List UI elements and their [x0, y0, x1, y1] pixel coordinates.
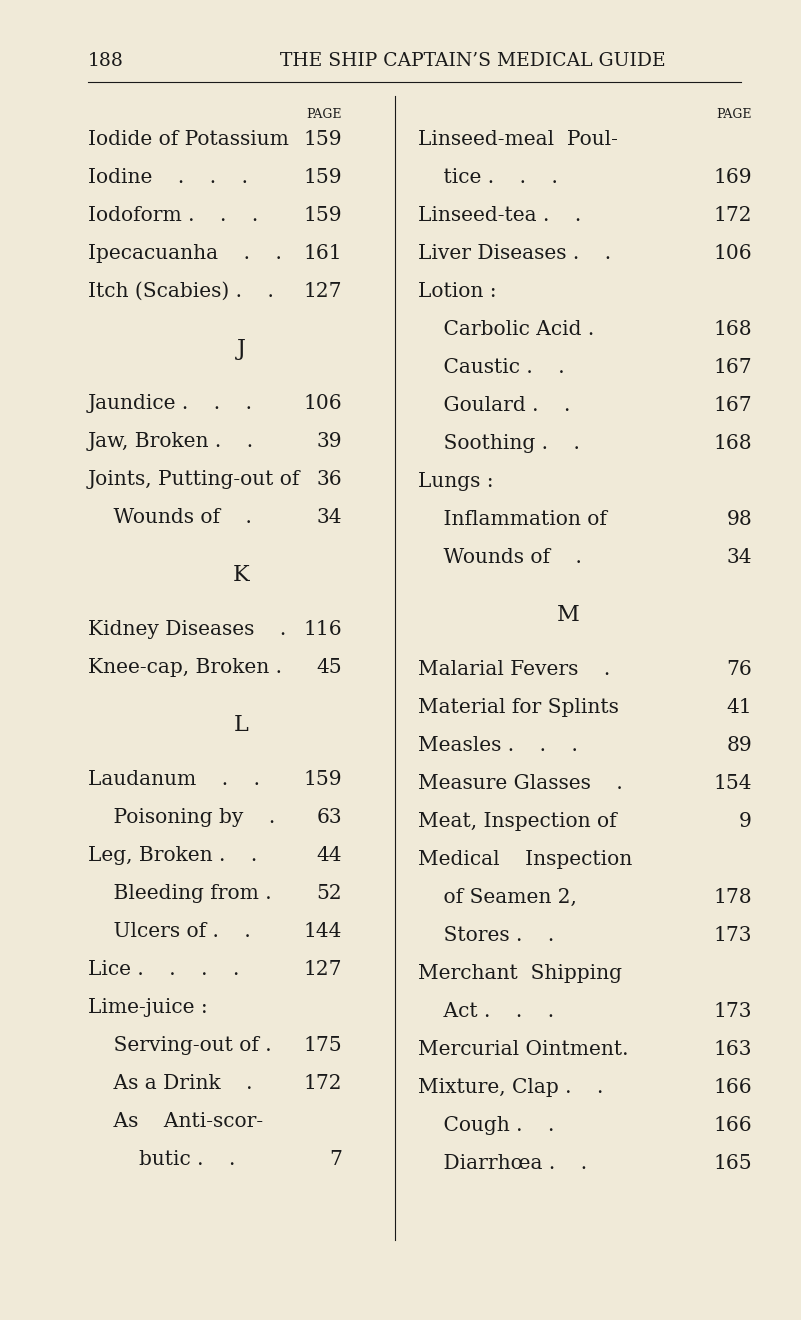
- Text: Linseed-meal  Poul-: Linseed-meal Poul-: [418, 129, 618, 149]
- Text: tice .    .    .: tice . . .: [418, 168, 557, 187]
- Text: 167: 167: [714, 358, 752, 378]
- Text: Carbolic Acid .: Carbolic Acid .: [418, 319, 594, 339]
- Text: 168: 168: [714, 434, 752, 453]
- Text: 173: 173: [714, 1002, 752, 1020]
- Text: 7: 7: [329, 1150, 342, 1170]
- Text: Medical    Inspection: Medical Inspection: [418, 850, 632, 869]
- Text: 127: 127: [304, 282, 342, 301]
- Text: PAGE: PAGE: [717, 108, 752, 121]
- Text: Act .    .    .: Act . . .: [418, 1002, 554, 1020]
- Text: 159: 159: [304, 129, 342, 149]
- Text: K: K: [233, 564, 250, 586]
- Text: Kidney Diseases    .: Kidney Diseases .: [88, 620, 286, 639]
- Text: Jaundice .    .    .: Jaundice . . .: [88, 393, 253, 413]
- Text: Bleeding from .: Bleeding from .: [88, 884, 272, 903]
- Text: 159: 159: [304, 206, 342, 224]
- Text: 106: 106: [714, 244, 752, 263]
- Text: Knee-cap, Broken .: Knee-cap, Broken .: [88, 657, 282, 677]
- Text: of Seamen 2,: of Seamen 2,: [418, 888, 577, 907]
- Text: 169: 169: [714, 168, 752, 187]
- Text: Stores .    .: Stores . .: [418, 927, 554, 945]
- Text: Goulard .    .: Goulard . .: [418, 396, 570, 414]
- Text: Iodoform .    .    .: Iodoform . . .: [88, 206, 258, 224]
- Text: 163: 163: [714, 1040, 752, 1059]
- Text: 36: 36: [316, 470, 342, 488]
- Text: Lungs :: Lungs :: [418, 473, 493, 491]
- Text: 39: 39: [316, 432, 342, 451]
- Text: 41: 41: [727, 698, 752, 717]
- Text: Ulcers of .    .: Ulcers of . .: [88, 921, 251, 941]
- Text: M: M: [557, 605, 579, 626]
- Text: Inflammation of: Inflammation of: [418, 510, 607, 529]
- Text: 34: 34: [316, 508, 342, 527]
- Text: 76: 76: [727, 660, 752, 678]
- Text: Measure Glasses    .: Measure Glasses .: [418, 774, 622, 793]
- Text: 106: 106: [304, 393, 342, 413]
- Text: 154: 154: [714, 774, 752, 793]
- Text: Poisoning by    .: Poisoning by .: [88, 808, 276, 828]
- Text: As    Anti-scor-: As Anti-scor-: [88, 1111, 263, 1131]
- Text: Liver Diseases .    .: Liver Diseases . .: [418, 244, 611, 263]
- Text: 159: 159: [304, 168, 342, 187]
- Text: 9: 9: [739, 812, 752, 832]
- Text: 89: 89: [727, 737, 752, 755]
- Text: 165: 165: [714, 1154, 752, 1173]
- Text: Joints, Putting-out of: Joints, Putting-out of: [88, 470, 300, 488]
- Text: Material for Splints: Material for Splints: [418, 698, 619, 717]
- Text: 175: 175: [304, 1036, 342, 1055]
- Text: 116: 116: [304, 620, 342, 639]
- Text: butic .    .: butic . .: [88, 1150, 235, 1170]
- Text: Laudanum    .    .: Laudanum . .: [88, 770, 260, 789]
- Text: Wounds of    .: Wounds of .: [88, 508, 252, 527]
- Text: Mercurial Ointment.: Mercurial Ointment.: [418, 1040, 629, 1059]
- Text: Meat, Inspection of: Meat, Inspection of: [418, 812, 617, 832]
- Text: Mixture, Clap .    .: Mixture, Clap . .: [418, 1078, 603, 1097]
- Text: 63: 63: [316, 808, 342, 828]
- Text: 188: 188: [88, 51, 124, 70]
- Text: L: L: [234, 714, 249, 737]
- Text: PAGE: PAGE: [307, 108, 342, 121]
- Text: Caustic .    .: Caustic . .: [418, 358, 565, 378]
- Text: Malarial Fevers    .: Malarial Fevers .: [418, 660, 610, 678]
- Text: Iodide of Potassium: Iodide of Potassium: [88, 129, 289, 149]
- Text: Cough .    .: Cough . .: [418, 1115, 554, 1135]
- Text: Lotion :: Lotion :: [418, 282, 497, 301]
- Text: Leg, Broken .    .: Leg, Broken . .: [88, 846, 257, 865]
- Text: 159: 159: [304, 770, 342, 789]
- Text: 168: 168: [714, 319, 752, 339]
- Text: 127: 127: [304, 960, 342, 979]
- Text: 166: 166: [714, 1115, 752, 1135]
- Text: 172: 172: [714, 206, 752, 224]
- Text: Linseed-tea .    .: Linseed-tea . .: [418, 206, 582, 224]
- Text: Merchant  Shipping: Merchant Shipping: [418, 964, 622, 983]
- Text: Diarrhœa .    .: Diarrhœa . .: [418, 1154, 587, 1173]
- Text: 34: 34: [727, 548, 752, 568]
- Text: 173: 173: [714, 927, 752, 945]
- Text: 172: 172: [304, 1074, 342, 1093]
- Text: Lice .    .    .    .: Lice . . . .: [88, 960, 239, 979]
- Text: As a Drink    .: As a Drink .: [88, 1074, 252, 1093]
- Text: 45: 45: [316, 657, 342, 677]
- Text: Lime-juice :: Lime-juice :: [88, 998, 207, 1016]
- Text: Ipecacuanha    .    .: Ipecacuanha . .: [88, 244, 282, 263]
- Text: Itch (Scabies) .    .: Itch (Scabies) . .: [88, 282, 274, 301]
- Text: Measles .    .    .: Measles . . .: [418, 737, 578, 755]
- Text: 52: 52: [316, 884, 342, 903]
- Text: 44: 44: [316, 846, 342, 865]
- Text: Serving-out of .: Serving-out of .: [88, 1036, 272, 1055]
- Text: 167: 167: [714, 396, 752, 414]
- Text: THE SHIP CAPTAIN’S MEDICAL GUIDE: THE SHIP CAPTAIN’S MEDICAL GUIDE: [280, 51, 666, 70]
- Text: 144: 144: [304, 921, 342, 941]
- Text: 161: 161: [304, 244, 342, 263]
- Text: Wounds of    .: Wounds of .: [418, 548, 582, 568]
- Text: J: J: [237, 338, 246, 360]
- Text: Iodine    .    .    .: Iodine . . .: [88, 168, 255, 187]
- Text: Jaw, Broken .    .: Jaw, Broken . .: [88, 432, 254, 451]
- Text: 178: 178: [714, 888, 752, 907]
- Text: 166: 166: [714, 1078, 752, 1097]
- Text: Soothing .    .: Soothing . .: [418, 434, 580, 453]
- Text: 98: 98: [727, 510, 752, 529]
